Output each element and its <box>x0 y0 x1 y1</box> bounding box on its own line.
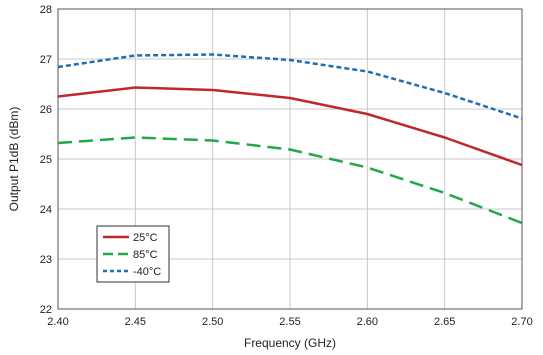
x-tick-label: 2.65 <box>434 316 455 328</box>
x-axis: 2.40 2.45 2.50 2.55 2.60 2.65 2.70 <box>47 316 532 328</box>
x-tick-label: 2.70 <box>511 316 532 328</box>
y-tick-label: 22 <box>40 304 52 316</box>
x-tick-label: 2.60 <box>357 316 378 328</box>
y-tick-label: 26 <box>40 104 52 116</box>
y-tick-label: 23 <box>40 254 52 266</box>
legend-label: 85°C <box>133 249 158 261</box>
x-tick-label: 2.55 <box>279 316 300 328</box>
y-tick-label: 25 <box>40 154 52 166</box>
series-lines <box>57 53 523 225</box>
y-tick-label: 27 <box>40 54 52 66</box>
legend: 25°C 85°C -40°C <box>96 225 170 283</box>
legend-label: 25°C <box>133 232 158 244</box>
x-axis-title: Frequency (GHz) <box>244 336 336 350</box>
y-tick-label: 24 <box>40 204 52 216</box>
series-line-0 <box>57 86 523 167</box>
y-tick-label: 28 <box>40 4 52 16</box>
series-line-1 <box>57 136 523 225</box>
x-tick-label: 2.50 <box>202 316 223 328</box>
y-axis-title: Output P1dB (dBm) <box>7 107 21 212</box>
y-axis: 22 23 24 25 26 27 28 <box>40 4 52 316</box>
legend-label: -40°C <box>133 266 161 278</box>
x-tick-label: 2.40 <box>47 316 68 328</box>
x-tick-label: 2.45 <box>125 316 146 328</box>
series-line-2 <box>57 53 523 120</box>
plot-frame <box>57 8 523 310</box>
